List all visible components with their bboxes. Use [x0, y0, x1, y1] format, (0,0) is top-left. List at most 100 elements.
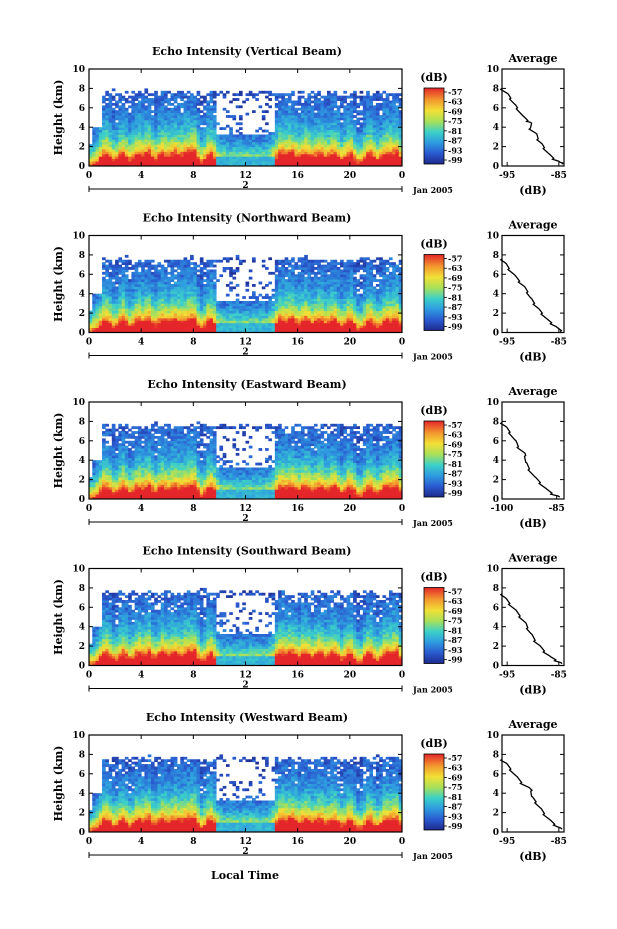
heatmap-cell — [375, 315, 380, 319]
heatmap-cell — [131, 107, 136, 111]
heatmap-cell — [343, 330, 347, 333]
heatmap-cell — [369, 151, 374, 155]
heatmap-cell — [183, 158, 188, 162]
heatmap-cell — [209, 110, 214, 114]
heatmap-cell — [274, 279, 279, 282]
heatmap-cell — [248, 305, 253, 309]
heatmap-cell — [356, 141, 361, 145]
heatmap-cell — [173, 291, 178, 295]
heatmap-cell — [252, 303, 256, 307]
heatmap-cell — [323, 129, 328, 133]
heatmap-cell — [362, 144, 367, 147]
heatmap-cell — [379, 293, 383, 297]
heatmap-cell — [235, 284, 240, 287]
heatmap-cell — [212, 276, 217, 280]
heatmap-cell — [199, 322, 204, 326]
heatmap-cell — [190, 141, 194, 145]
heatmap-cell — [388, 279, 393, 282]
heatmap-cell — [102, 100, 106, 104]
heatmap-cell — [340, 320, 344, 324]
heatmap-cell — [333, 95, 338, 99]
heatmap-cell — [183, 288, 188, 292]
heatmap-cell — [278, 146, 282, 150]
heatmap-cell — [388, 308, 393, 312]
heatmap-cell — [327, 132, 331, 135]
heatmap-cell — [160, 98, 165, 101]
heatmap-cell — [323, 132, 328, 135]
heatmap-cell — [392, 163, 396, 167]
heatmap-cell — [327, 296, 331, 299]
heatmap-cell — [317, 288, 321, 292]
heatmap-cell — [343, 305, 347, 309]
heatmap-cell — [209, 308, 214, 312]
heatmap-cell — [141, 305, 145, 309]
heatmap-cell — [366, 129, 370, 133]
heatmap-cell — [362, 317, 367, 321]
heatmap-cell — [255, 139, 259, 143]
heatmap-cell — [388, 293, 393, 297]
heatmap-cell — [274, 310, 279, 314]
heatmap-cell — [219, 134, 224, 138]
heatmap-cell — [242, 151, 246, 155]
heatmap-cell — [147, 122, 152, 126]
heatmap-cell — [163, 161, 168, 164]
heatmap-cell — [294, 129, 299, 133]
heatmap-cell — [356, 320, 361, 324]
heatmap-cell — [369, 124, 374, 128]
heatmap-cell — [134, 102, 139, 106]
heatmap-cell — [297, 281, 302, 285]
heatmap-cell — [320, 163, 325, 167]
heatmap-cell — [203, 119, 207, 123]
heatmap-cell — [392, 161, 396, 164]
heatmap-cell — [222, 322, 227, 326]
heatmap-cell — [304, 151, 308, 155]
heatmap-cell — [232, 149, 237, 152]
heatmap-cell — [206, 124, 211, 128]
heatmap-cell — [372, 93, 377, 97]
heatmap-cell — [385, 259, 390, 263]
heatmap-cell — [147, 267, 152, 270]
heatmap-cell — [353, 308, 357, 312]
heatmap-cell — [225, 308, 230, 312]
heatmap-cell — [134, 93, 139, 97]
heatmap-cell — [160, 139, 165, 143]
heatmap-cell — [392, 93, 396, 97]
heatmap-cell — [115, 317, 119, 321]
heatmap-cell — [157, 129, 162, 133]
heatmap-cell — [137, 310, 142, 314]
heatmap-cell — [134, 115, 139, 118]
heatmap-cell — [180, 149, 184, 152]
heatmap-cell — [102, 144, 106, 147]
heatmap-cell — [128, 139, 132, 143]
heatmap-cell — [379, 107, 383, 111]
heatmap-cell — [300, 156, 305, 160]
heatmap-cell — [287, 327, 292, 331]
heatmap-cell — [147, 262, 152, 265]
heatmap-cell — [154, 310, 158, 314]
heatmap-cell — [388, 119, 393, 123]
heatmap-cell — [369, 105, 374, 109]
heatmap-cell — [160, 298, 165, 302]
heatmap-cell — [121, 151, 126, 155]
heatmap-cell — [183, 105, 188, 109]
heatmap-cell — [313, 141, 318, 145]
heatmap-cell — [173, 146, 178, 150]
heatmap-cell — [131, 305, 136, 309]
heatmap-cell — [310, 259, 315, 263]
heatmap-cell — [95, 141, 100, 145]
heatmap-cell — [271, 322, 276, 326]
heatmap-cell — [111, 288, 116, 292]
heatmap-cell — [366, 298, 370, 302]
heatmap-cell — [124, 327, 129, 331]
heatmap-cell — [134, 305, 139, 309]
heatmap-cell — [320, 119, 325, 123]
heatmap-cell — [141, 310, 145, 314]
heatmap-cell — [173, 322, 178, 326]
heatmap-cell — [346, 122, 351, 126]
heatmap-cell — [131, 110, 136, 114]
heatmap-cell — [362, 153, 367, 157]
heatmap-cell — [317, 119, 321, 123]
heatmap-cell — [362, 146, 367, 150]
heatmap-cell — [307, 144, 312, 147]
heatmap-cell — [317, 320, 321, 324]
